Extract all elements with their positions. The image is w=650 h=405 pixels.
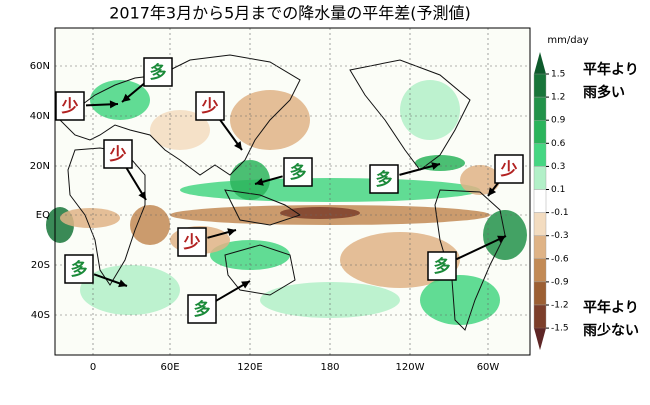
- lon-label: 0: [90, 362, 96, 373]
- colorbar-label: 0.6: [551, 139, 566, 149]
- callout-label: 多: [376, 169, 393, 190]
- callout-box: [55, 91, 85, 121]
- lon-label: 120E: [237, 362, 262, 373]
- callout-label: 多: [71, 259, 88, 280]
- colorbar-segment: [533, 258, 547, 283]
- legend-wet-line: 平年より: [583, 61, 639, 78]
- callout-label: 多: [194, 299, 211, 320]
- legend-dry-line: 平年より: [583, 299, 639, 316]
- callout-label: 少: [500, 160, 518, 180]
- lon-label: 180: [320, 362, 339, 373]
- colorbar-arrow: [534, 328, 546, 351]
- lat-label: 40N: [30, 111, 50, 122]
- colorbar-segment: [533, 166, 547, 190]
- callout-box: [494, 154, 524, 184]
- callout-box: [427, 251, 457, 281]
- callout-box: [103, 139, 133, 169]
- colorbar-label: 1.2: [551, 93, 565, 103]
- callout-box: [187, 294, 217, 324]
- callout-label: 多: [290, 162, 307, 183]
- legend-wet-line: 雨多い: [583, 84, 625, 101]
- callout-label: 多: [150, 62, 167, 83]
- callout-box: [283, 157, 313, 187]
- callout-arrowhead: [255, 177, 264, 186]
- anomaly-region: [80, 265, 180, 315]
- anomaly-region: [150, 110, 210, 150]
- lon-label: 120W: [396, 362, 425, 373]
- colorbar-segment: [533, 304, 547, 329]
- callout-arrowhead: [488, 187, 497, 196]
- title: 2017年3月から5月までの降水量の平年差(予測値): [109, 4, 471, 23]
- callout-label: 少: [183, 233, 201, 253]
- callout-label: 少: [201, 97, 219, 117]
- callout-arrowhead: [431, 162, 440, 170]
- units: mm/day: [547, 35, 588, 46]
- callouts: 少多少少多多少少多多多: [55, 57, 524, 324]
- callout-label: 少: [61, 97, 79, 117]
- colorbar-label: -0.9: [551, 277, 569, 287]
- colorbar-label: -0.6: [551, 254, 569, 264]
- callout-label: 多: [434, 256, 451, 277]
- anomaly-region: [400, 80, 460, 140]
- callout-arrowhead: [227, 228, 236, 236]
- colorbar-segment: [533, 143, 547, 167]
- lat-label: EQ: [36, 210, 50, 221]
- colorbar-label: -0.3: [551, 231, 569, 241]
- callout-arrowhead: [122, 93, 131, 102]
- colorbar-segment: [533, 189, 547, 213]
- colorbar-label: 0.9: [551, 116, 566, 126]
- anomaly-region: [130, 205, 170, 245]
- colorbar-segment: [533, 281, 547, 306]
- map-frame: [54, 27, 531, 356]
- colorbar-segment: [533, 212, 547, 236]
- callout-box: [195, 91, 225, 121]
- anomaly-region: [280, 207, 360, 219]
- colorbar-label: -1.2: [551, 301, 569, 311]
- callout-box: [369, 164, 399, 194]
- callout-arrowhead: [118, 279, 127, 288]
- colorbar-label: 1.5: [551, 70, 565, 80]
- colorbar-segment: [533, 235, 547, 259]
- colorbar-label: -0.1: [551, 208, 569, 218]
- callout-box: [64, 254, 94, 284]
- legend-wet: 平年より 雨多い: [583, 61, 639, 101]
- callout-box: [177, 227, 207, 257]
- anomaly-region: [60, 208, 120, 228]
- callout-arrowhead: [109, 100, 118, 109]
- colorbar-segment: [533, 73, 547, 98]
- lat-label: 20N: [30, 161, 50, 172]
- legend-dry: 平年より 雨少ない: [583, 299, 639, 339]
- callout-arrow: [456, 235, 507, 261]
- colorbar: 1.5 1.2 0.9 0.6 0.3 0.1 -0.1 -0.3 -0.6 -0.9 -1.2 -1…: [533, 52, 569, 351]
- callout-arrowhead: [138, 191, 146, 200]
- colorbar-arrow: [534, 52, 546, 74]
- callout-box: [143, 57, 173, 87]
- lon-label: 60W: [477, 362, 500, 373]
- lat-label: 40S: [31, 310, 50, 321]
- lon-label: 60E: [160, 362, 179, 373]
- anomaly-region: [460, 165, 500, 195]
- colorbar-segment: [533, 119, 547, 144]
- callout-arrowhead: [241, 281, 250, 289]
- colorbar-label: 0.1: [551, 185, 565, 195]
- colorbar-segment: [533, 96, 547, 121]
- callout-arrowhead: [497, 235, 506, 244]
- colorbar-label: -1.5: [551, 324, 569, 334]
- callout-arrowhead: [234, 141, 242, 150]
- callout-label: 少: [109, 145, 127, 165]
- legend-dry-line: 雨少ない: [583, 322, 639, 339]
- colorbar-label: 0.3: [551, 162, 565, 172]
- lat-label: 20S: [31, 260, 50, 271]
- lat-label: 60N: [30, 61, 50, 72]
